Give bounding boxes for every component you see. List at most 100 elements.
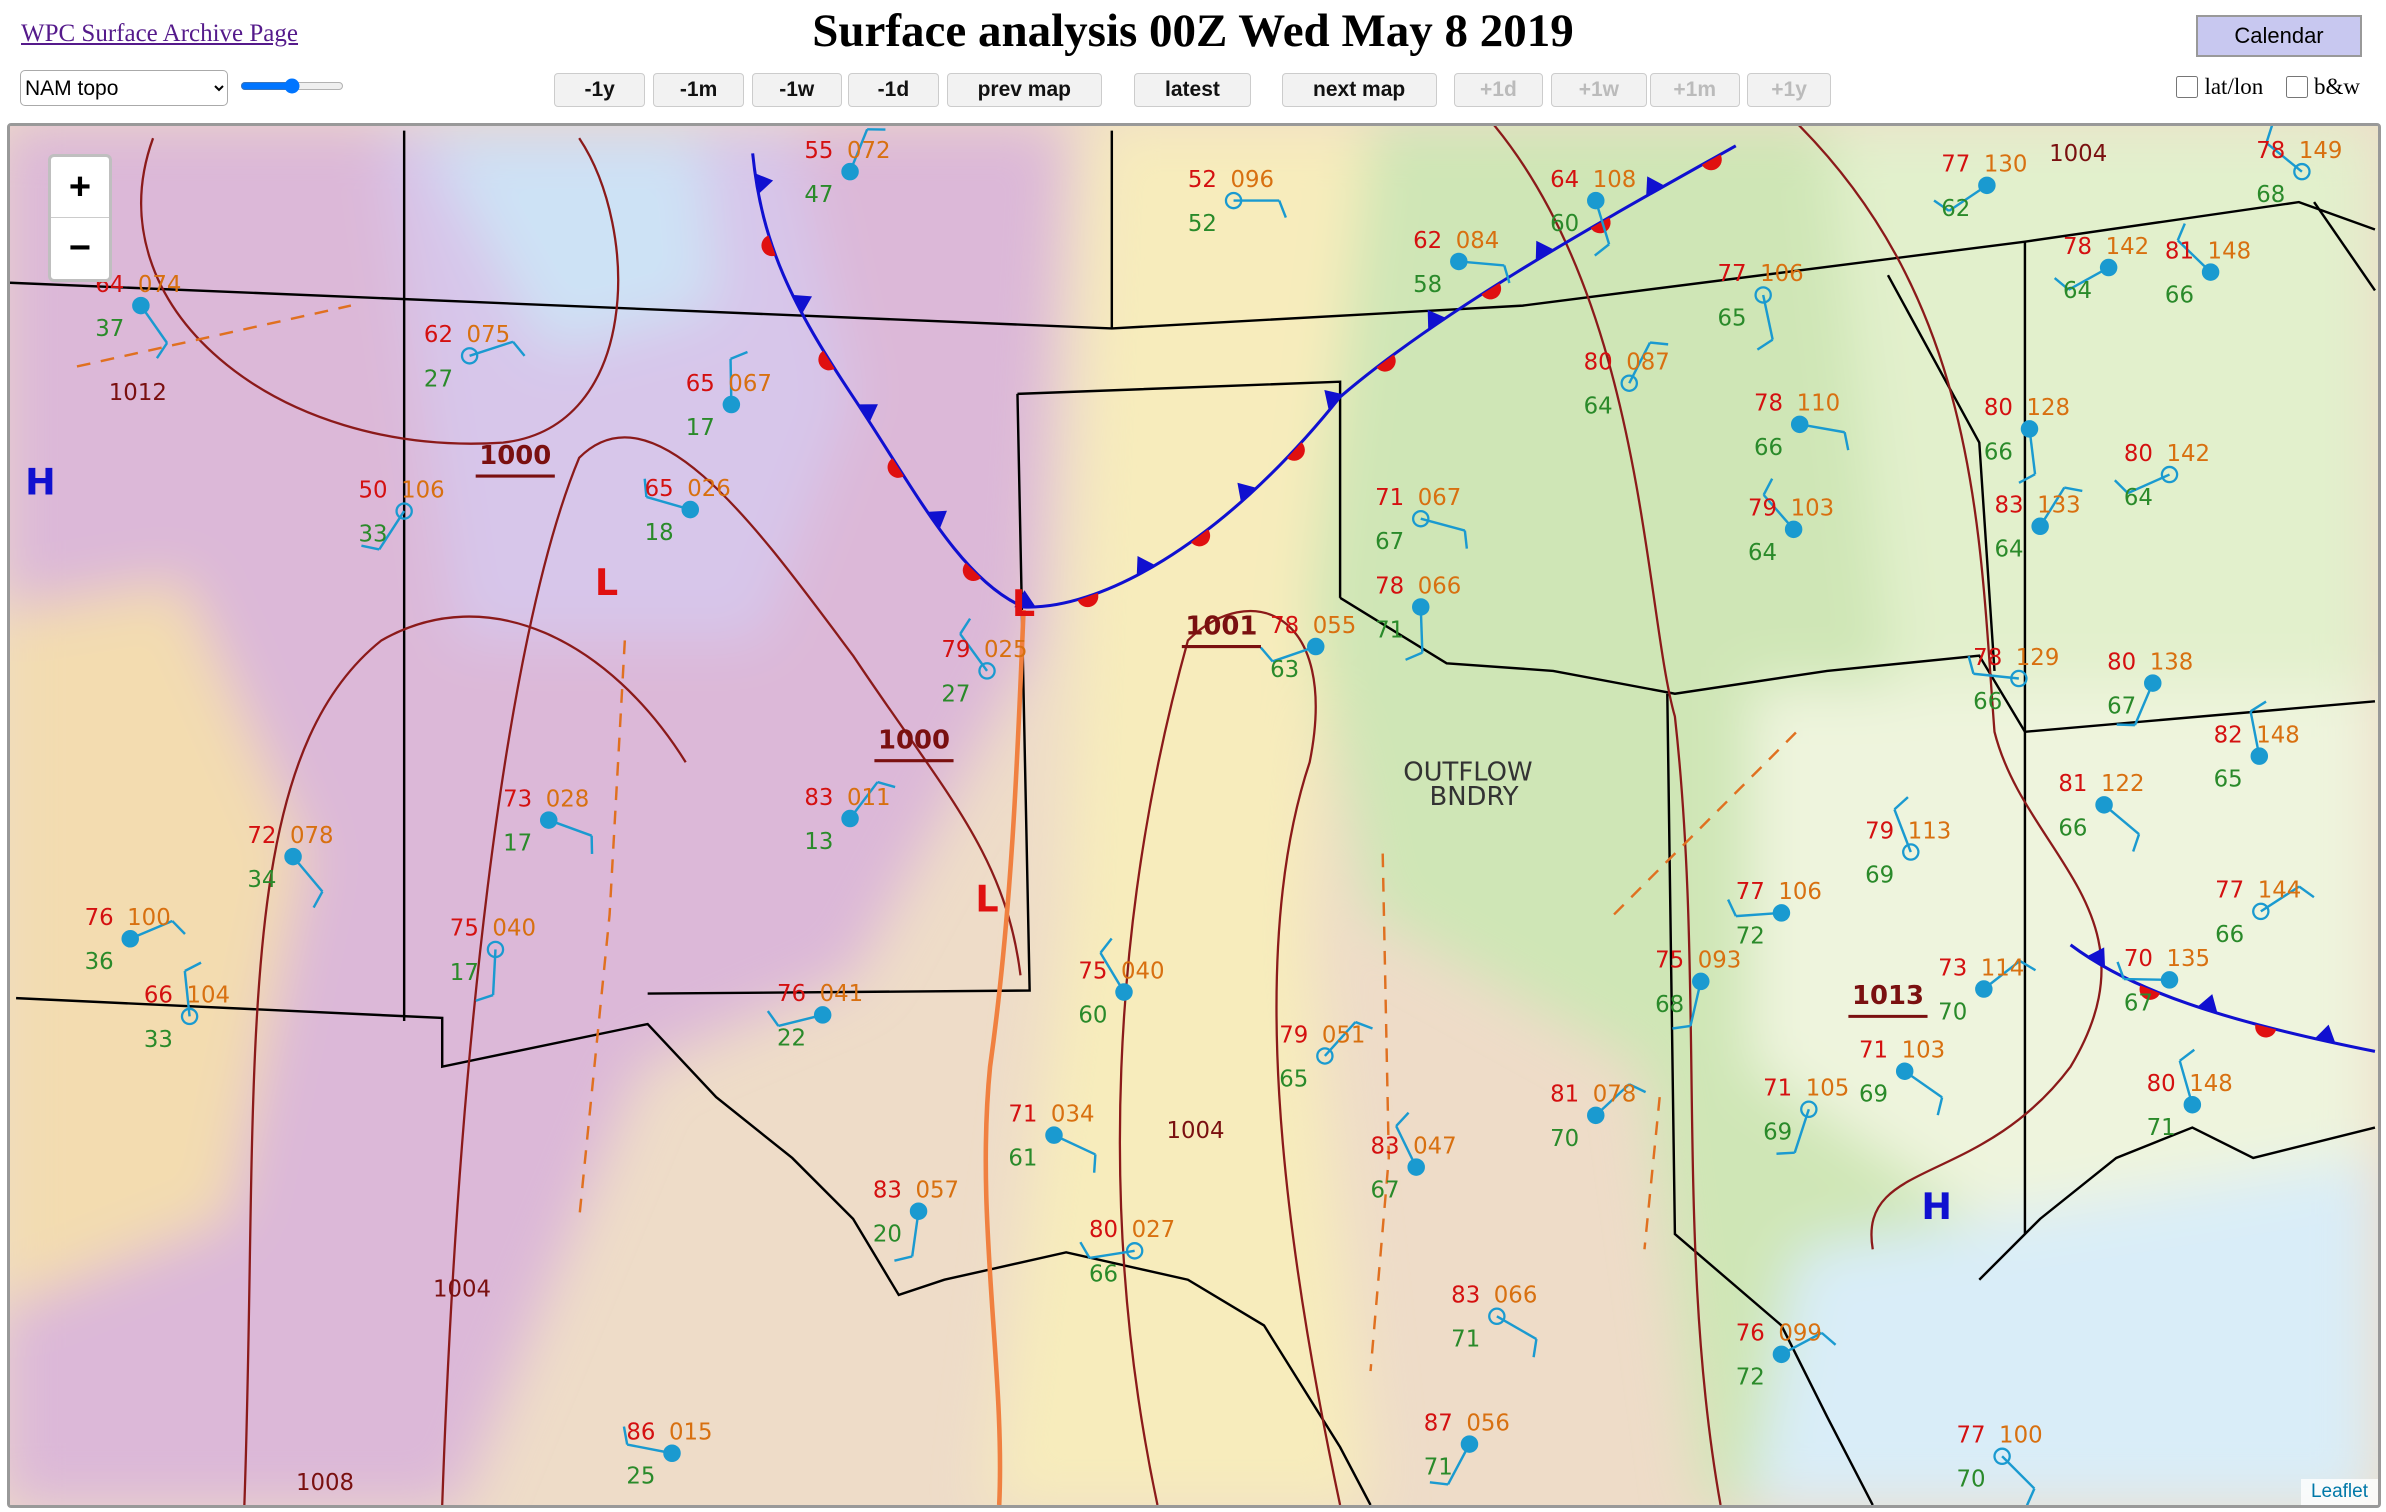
cold-front-pip: [1136, 556, 1156, 576]
wind-barb-flag: [2053, 277, 2070, 291]
station-plot: 71 105 69: [1763, 1076, 1849, 1155]
map[interactable]: 52 096 52 64 108 60 77 130 62 78 149 68 55 072 47 62 084…: [7, 123, 2381, 1508]
zoom-out[interactable]: −: [68, 226, 92, 269]
station-plot: 77 130 62: [1933, 152, 2027, 222]
cold-front-pip: [1237, 482, 1257, 503]
checkbox-option[interactable]: b&w: [2286, 74, 2360, 100]
dewpoint: 68: [2256, 182, 2285, 208]
dewpoint: 66: [2165, 283, 2194, 309]
state-line: [1666, 693, 1874, 1505]
station-circle: [1784, 520, 1803, 539]
nav-button[interactable]: next map: [1281, 73, 1437, 107]
dryline: [983, 609, 1026, 1505]
station-circle: [681, 500, 700, 519]
station-circle: [722, 395, 741, 414]
temperature: 83: [1371, 1133, 1400, 1159]
station-plot: 52 096 52: [1188, 167, 1287, 237]
zoom-in[interactable]: +: [51, 157, 109, 218]
station-plot: 64 108 60: [1550, 167, 1637, 257]
wind-barb-flag: [1532, 1338, 1538, 1358]
temperature: 83: [1994, 493, 2023, 519]
pressure: 026: [687, 476, 731, 502]
pressure: 084: [1456, 228, 1500, 254]
nav-button[interactable]: +1y: [1747, 73, 1831, 107]
temperature: 73: [503, 786, 532, 812]
station-circle: [539, 811, 558, 829]
station-plot: 79 113 69: [1865, 796, 1951, 888]
attribution-link[interactable]: Leaflet: [2300, 1479, 2378, 1505]
nav-button[interactable]: -1m: [652, 73, 745, 107]
nav-button[interactable]: latest: [1133, 73, 1252, 107]
dewpoint: 70: [1550, 1126, 1579, 1152]
pressure: 100: [1999, 1423, 2043, 1449]
pressure: 025: [984, 637, 1028, 663]
temperature: 78: [2256, 138, 2285, 164]
temperature: 52: [1188, 167, 1217, 193]
nav-button[interactable]: -1w: [751, 73, 842, 107]
wind-barb-flag: [475, 993, 494, 1002]
wind-barb-flag: [312, 890, 324, 909]
station-circle: [2183, 1095, 2202, 1114]
isobar: [140, 137, 620, 445]
pressure: 057: [916, 1178, 960, 1204]
temperature: 77: [1956, 1423, 1985, 1449]
temperature: 83: [873, 1178, 902, 1204]
nav-button[interactable]: -1d: [847, 73, 940, 107]
pressure: 108: [1593, 167, 1637, 193]
checkbox[interactable]: [2176, 76, 2199, 98]
station-plot: 50 106 33: [359, 477, 445, 551]
station-circle: [1407, 1158, 1425, 1176]
calendar-button[interactable]: Calendar: [2196, 15, 2362, 57]
archive-link[interactable]: WPC Surface Archive Page: [21, 20, 299, 47]
temperature: 76: [777, 981, 806, 1007]
pressure-center: L: [595, 561, 618, 604]
station-plot: 78 142 64: [2053, 234, 2150, 304]
temperature: 80: [1984, 395, 2013, 421]
pressure: 096: [1231, 167, 1275, 193]
nav-button[interactable]: +1m: [1649, 73, 1740, 107]
station-plot: 76 041 22: [766, 981, 863, 1051]
wind-barb-flag: [2018, 473, 2036, 484]
dewpoint: 65: [1279, 1066, 1308, 1092]
cold-front-pip: [1324, 389, 1344, 410]
dewpoint: 61: [1008, 1146, 1037, 1172]
map-select[interactable]: NAM topo: [20, 70, 228, 106]
pressure: 142: [2106, 234, 2150, 260]
checkbox[interactable]: [2286, 76, 2309, 98]
nav-button[interactable]: prev map: [946, 73, 1102, 107]
station-circle: [2293, 162, 2311, 181]
station-plot: 80 142 64: [2113, 441, 2210, 511]
station-circle: [1450, 252, 1468, 271]
nav-button[interactable]: +1d: [1453, 73, 1544, 107]
pressure: 027: [1132, 1217, 1176, 1243]
temperature: 81: [2165, 238, 2194, 264]
station-circle: [2020, 420, 2039, 438]
temperature: 77: [1718, 261, 1747, 287]
station-plot: 78 149 68: [2256, 126, 2342, 208]
boundary-label: BNDRY: [1429, 782, 1518, 812]
warm-front-pip: [1481, 283, 1502, 300]
station-plot: 55 072 47: [804, 128, 891, 208]
station-plot: 83 133 64: [1994, 486, 2083, 563]
state-line: [1017, 380, 1342, 598]
dewpoint: 52: [1188, 211, 1217, 237]
isobar: [1118, 609, 1342, 1505]
warm-front-pip: [1376, 354, 1396, 372]
pressure: 072: [847, 138, 891, 164]
temperature: 81: [2058, 771, 2087, 797]
trough: [577, 640, 627, 1219]
nav-button[interactable]: -1y: [554, 73, 646, 107]
opacity-slider[interactable]: [240, 78, 344, 94]
pressure: 015: [669, 1420, 713, 1446]
pressure: 122: [2101, 771, 2145, 797]
checkbox-option[interactable]: lat/lon: [2176, 74, 2263, 100]
wind-barb-flag: [1259, 646, 1274, 663]
pressure: 128: [2026, 395, 2070, 421]
nav-button[interactable]: +1w: [1550, 73, 1647, 107]
temperature: 87: [1424, 1410, 1453, 1436]
dewpoint: 70: [1938, 999, 1967, 1025]
station-circle: [2031, 517, 2049, 536]
temperature: 62: [1413, 228, 1442, 254]
cold-front-pip: [2086, 947, 2106, 968]
